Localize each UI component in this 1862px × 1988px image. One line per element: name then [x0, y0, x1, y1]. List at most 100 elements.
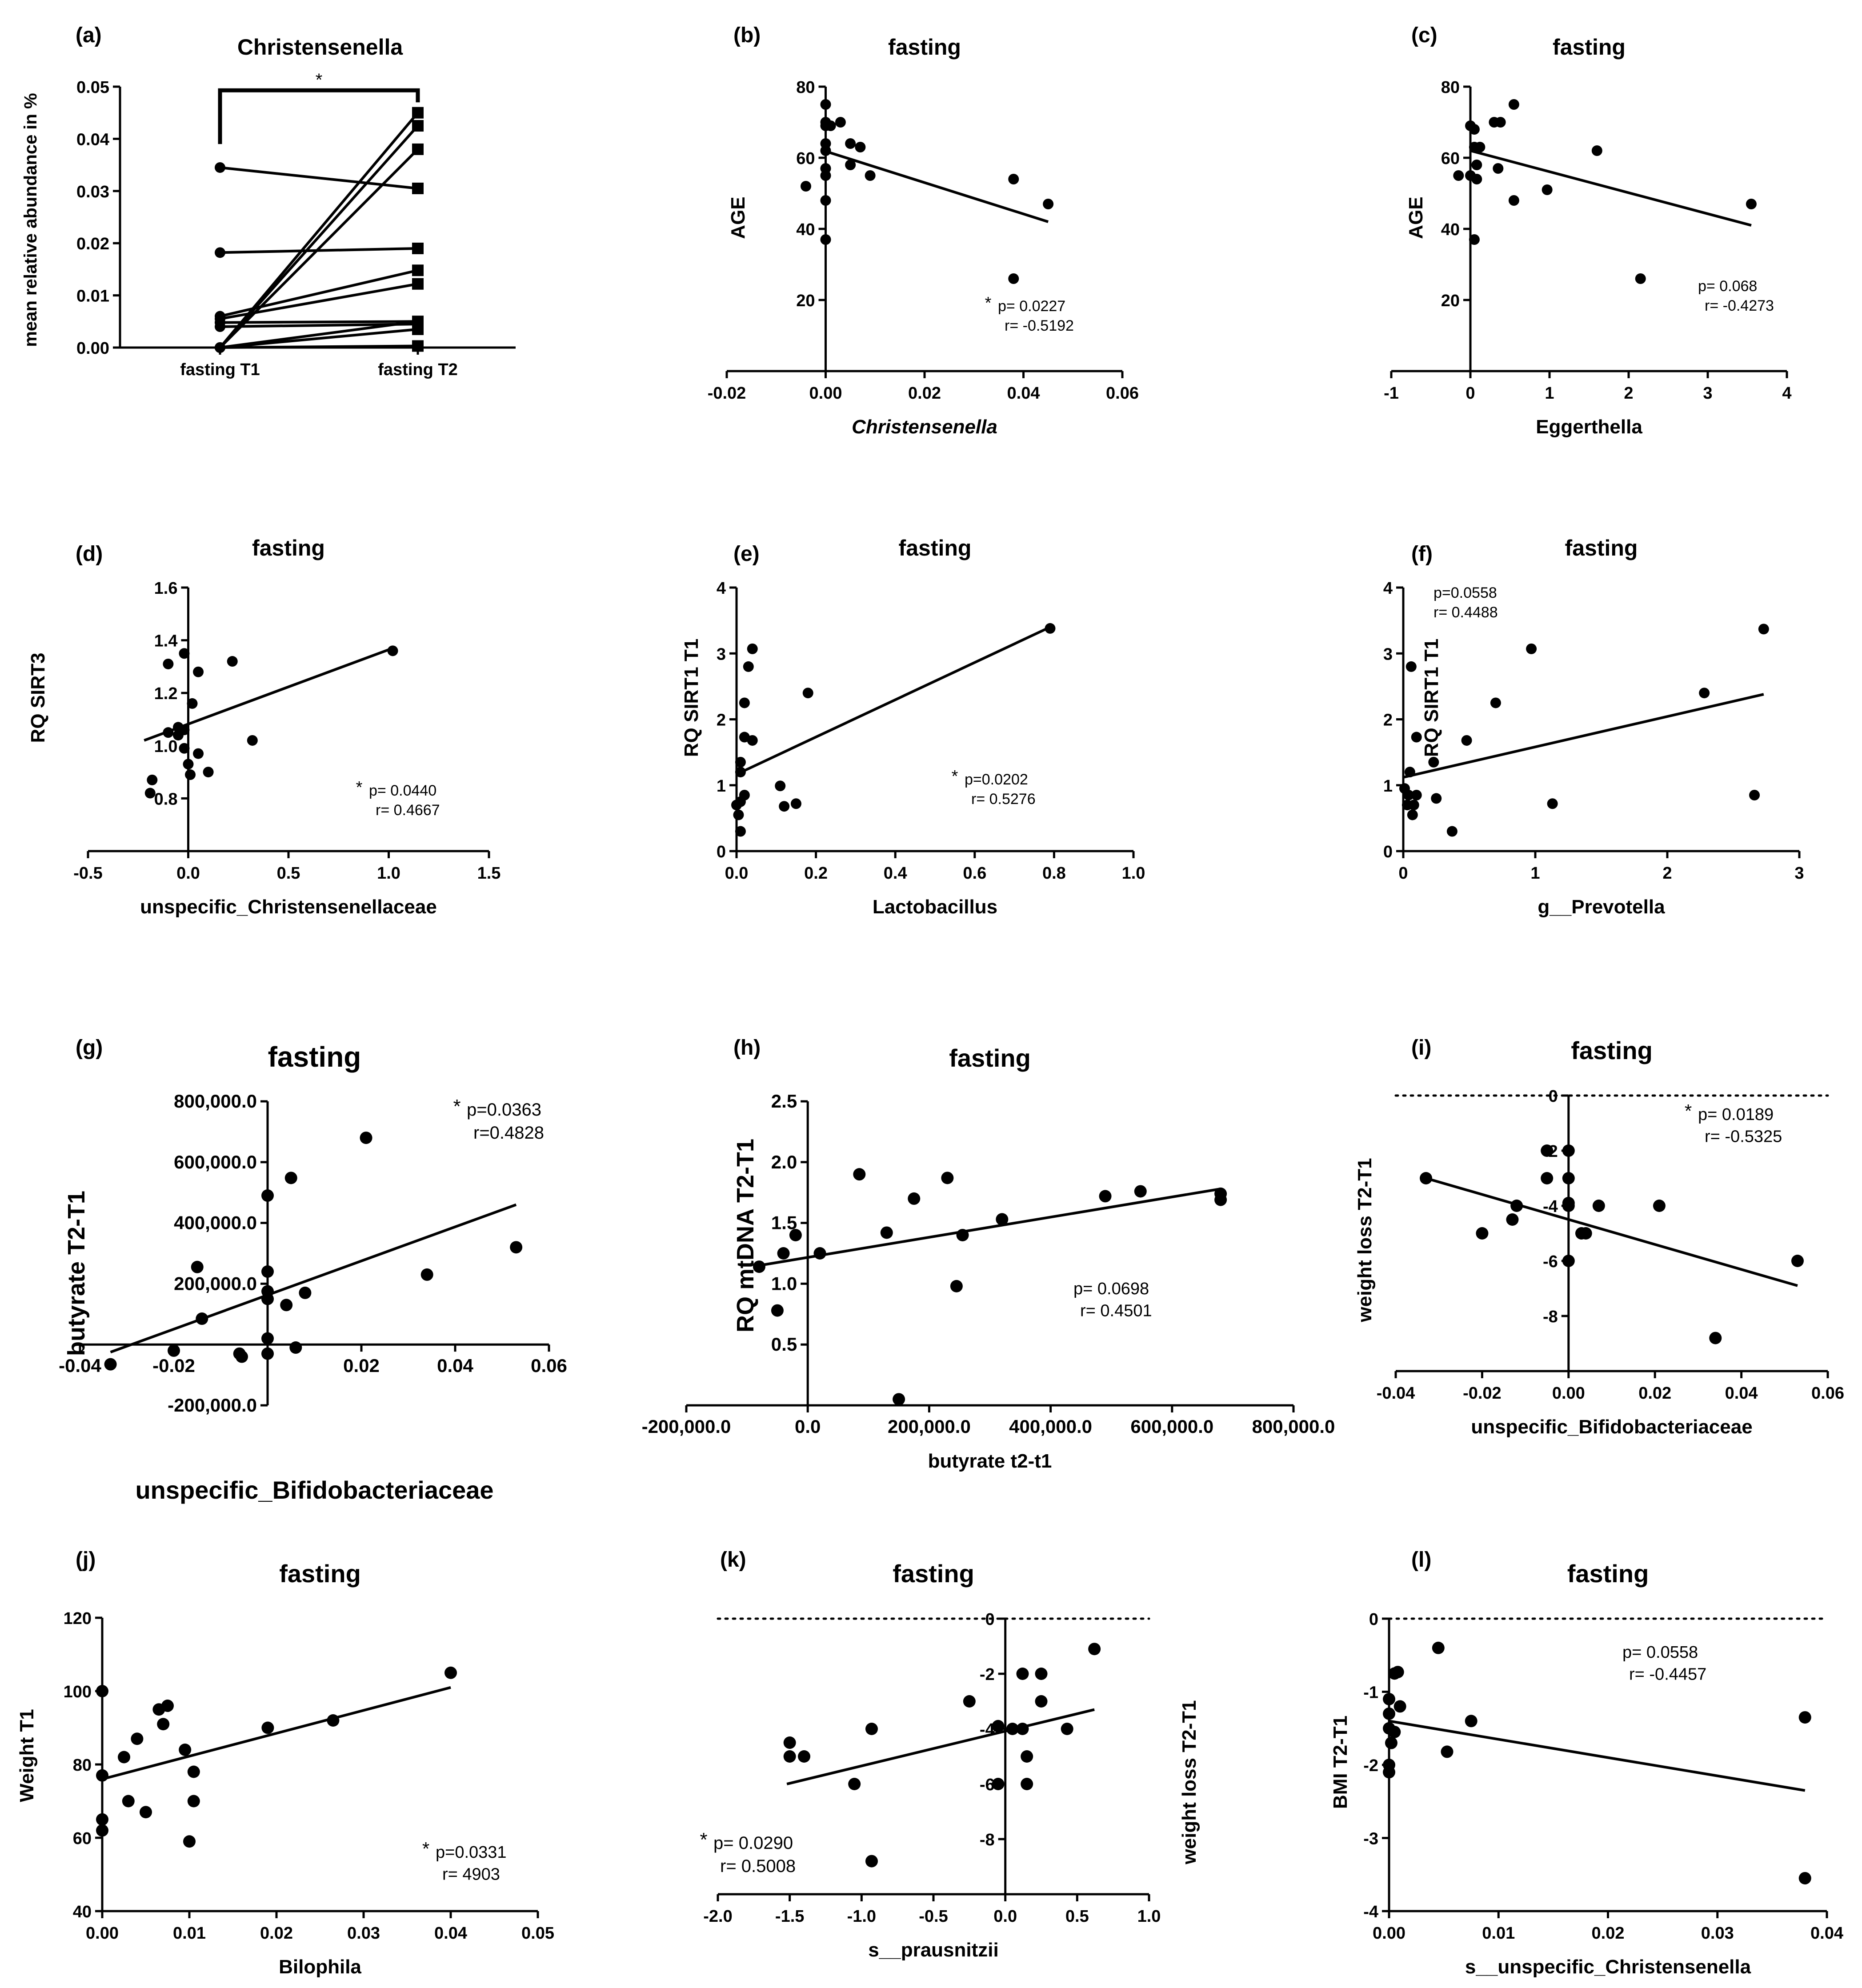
x-tick-label: 800,000.0: [1252, 1416, 1335, 1437]
p-value: p= 0.0189: [1698, 1105, 1774, 1124]
data-point: [261, 1292, 274, 1305]
y-tick-label: 0: [985, 1610, 995, 1629]
data-point: [1562, 1144, 1575, 1157]
data-point: [790, 798, 801, 809]
data-point: [299, 1286, 312, 1299]
y-tick-label: 20: [796, 292, 815, 310]
x-tick-label: -200,000.0: [642, 1416, 731, 1437]
r-value: r= 0.5008: [720, 1856, 796, 1876]
x-tick-label: 0.8: [1042, 864, 1066, 883]
y-tick-label: 1.0: [154, 737, 178, 756]
y-tick-label: 0: [1549, 1087, 1558, 1106]
y-tick-label: 1.0: [771, 1273, 797, 1294]
data-point: [280, 1299, 293, 1312]
y-tick-label: 200,000.0: [174, 1273, 257, 1294]
data-point: [731, 800, 742, 811]
x-tick-label: 0.00: [1552, 1384, 1585, 1403]
r-value: r= -0.4273: [1705, 297, 1774, 314]
data-point: [1562, 1172, 1575, 1184]
data-point: [284, 1172, 297, 1184]
x-tick-label: 400,000.0: [1009, 1416, 1092, 1437]
data-point: [1134, 1185, 1147, 1198]
x-tick-label: 1.5: [477, 864, 501, 883]
data-point: [1562, 1200, 1575, 1212]
y-tick-label: -3: [1363, 1830, 1378, 1848]
y-tick-label: 3: [717, 645, 726, 664]
x-tick-label: 0.0: [176, 864, 200, 883]
x-tick-label: 0.5: [1065, 1907, 1089, 1926]
panel-g: (g) fasting -0.04 -0.02 0.02 0.04 0.06 -200,000…: [59, 1036, 567, 1504]
data-point: [1407, 809, 1418, 820]
data-point: [1791, 1255, 1804, 1267]
data-point: [1547, 798, 1558, 809]
y-tick-label: 0.04: [76, 130, 109, 149]
y-tick-label: -2: [980, 1665, 995, 1684]
data-point: [813, 1247, 826, 1260]
data-point: [96, 1824, 108, 1837]
data-point: [1408, 800, 1419, 811]
data-point: [1758, 624, 1769, 635]
x-tick-label: 1.0: [1122, 864, 1145, 883]
data-point: [1526, 643, 1537, 654]
p-value: p= 0.0440: [369, 782, 436, 799]
x-tick-label: -0.02: [708, 384, 746, 403]
x-tick-label: 0.01: [173, 1924, 206, 1943]
pair-line: [220, 320, 418, 324]
y-tick-label: 2.0: [771, 1152, 797, 1172]
x-tick-label: 2: [1624, 384, 1633, 403]
data-point: [1403, 789, 1414, 800]
data-point: [735, 767, 746, 778]
data-point: [783, 1750, 796, 1763]
data-point-t2: [412, 242, 424, 254]
panel-i: (i)fasting-0.04-0.020.000.020.040.060-2-…: [1354, 1036, 1844, 1438]
data-point: [855, 142, 866, 152]
data-point: [1508, 99, 1519, 110]
y-tick-label: 2: [1383, 711, 1393, 730]
data-point: [1006, 1723, 1019, 1735]
data-point: [179, 743, 190, 754]
y-tick-label: 0: [1383, 843, 1393, 861]
panel-label: (h): [733, 1036, 761, 1060]
y-tick-label: -4: [1363, 1903, 1378, 1921]
y-axis-title: AGE: [1405, 196, 1427, 239]
y-tick-label: 1: [1383, 777, 1393, 796]
chart-title: fasting: [1553, 35, 1626, 60]
x-tick-label: 0.0: [993, 1907, 1017, 1926]
data-point: [1391, 1666, 1404, 1679]
y-tick-label: 4: [1383, 579, 1393, 598]
x-tick-label: 0: [1466, 384, 1475, 403]
data-point: [1469, 234, 1480, 245]
data-point-t1: [215, 342, 225, 353]
panel-label: (d): [76, 542, 103, 566]
x-tick-label: 0: [1398, 864, 1408, 883]
x-tick-label: 0.4: [884, 864, 907, 883]
x-axis-title: Bilophila: [279, 1956, 361, 1978]
panel-j: (j) fasting 0.00 0.01 0.02 0.03 0.04 0.05 40 60 80…: [16, 1548, 554, 1978]
data-point: [735, 756, 746, 768]
data-point: [779, 801, 790, 812]
x-tick-label: 3: [1703, 384, 1712, 403]
pair-line: [220, 269, 418, 318]
y-tick-label: 2: [717, 711, 726, 730]
y-tick-label: -200,000.0: [168, 1395, 257, 1416]
data-point: [1016, 1723, 1029, 1735]
data-point: [1542, 184, 1553, 195]
y-tick-label: 80: [73, 1756, 92, 1775]
pair-line: [219, 112, 419, 348]
data-point: [825, 120, 836, 131]
data-point: [1099, 1190, 1112, 1203]
x-tick-label: -0.02: [152, 1355, 195, 1376]
data-point: [865, 1723, 878, 1735]
y-axis-title: mean relative abundance in %: [21, 93, 40, 347]
x-tick-label: 0.0: [725, 864, 749, 883]
panel-d: (d) fasting -0.5 0.0 0.5 1.0 1.5 0.8 1.0 1.2 1.4 1.…: [27, 536, 501, 918]
x-tick-label: 0.00: [86, 1924, 119, 1943]
p-value: p= 0.0698: [1073, 1280, 1149, 1298]
data-point-t2: [412, 143, 424, 155]
significance-star: *: [952, 767, 958, 786]
data-point: [289, 1341, 302, 1354]
y-tick-label: -1: [1363, 1684, 1378, 1702]
x-tick-label: 0.00: [809, 384, 842, 403]
data-point: [179, 1744, 192, 1756]
